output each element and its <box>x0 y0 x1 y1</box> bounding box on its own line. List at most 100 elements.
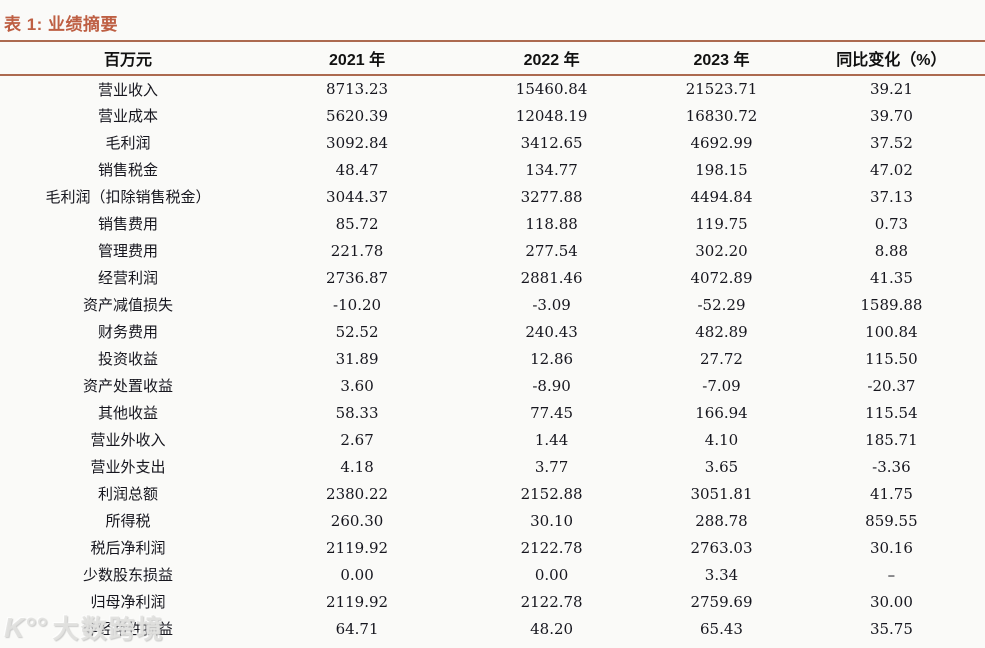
value-2022: 118.88 <box>525 214 578 233</box>
value-2022: 12048.19 <box>515 106 588 125</box>
value-yoy: 185.71 <box>865 430 918 449</box>
value-yoy: -20.37 <box>867 376 916 395</box>
row-label: 投资收益 <box>98 350 159 368</box>
value-2022: 12.86 <box>530 349 574 368</box>
value-2022: 3412.65 <box>520 133 583 152</box>
value-yoy: – <box>887 565 896 584</box>
value-2021: -10.20 <box>333 295 382 314</box>
value-2023: -7.09 <box>702 376 741 395</box>
value-2023: 198.15 <box>695 160 748 179</box>
table-row: 其他收益 58.33 77.45 166.94 115.54 <box>0 399 985 426</box>
value-2023: 3051.81 <box>690 484 753 503</box>
row-label: 销售费用 <box>98 215 159 233</box>
row-label: 毛利润 <box>105 134 151 152</box>
value-2023: 3.65 <box>704 457 739 476</box>
row-label: 少数股东损益 <box>83 566 174 584</box>
row-label: 所得税 <box>105 512 151 530</box>
value-2022: 0.00 <box>534 565 569 584</box>
value-yoy: 30.00 <box>869 592 913 611</box>
value-2023: -52.29 <box>697 295 746 314</box>
value-2022: 2881.46 <box>520 268 583 287</box>
value-yoy: 30.16 <box>869 538 913 557</box>
value-2023: 3.34 <box>704 565 739 584</box>
row-label: 归母净利润 <box>90 593 166 611</box>
value-yoy: 0.73 <box>874 214 909 233</box>
value-2021: 3044.37 <box>326 187 389 206</box>
value-yoy: 37.52 <box>869 133 913 152</box>
value-yoy: 39.70 <box>869 106 913 125</box>
table-row: 营业成本 5620.39 12048.19 16830.72 39.70 <box>0 102 985 129</box>
table-row: 销售税金 48.47 134.77 198.15 47.02 <box>0 156 985 183</box>
value-yoy: 100.84 <box>865 322 918 341</box>
table-row: 非经常性损益 64.71 48.20 65.43 35.75 <box>0 615 985 642</box>
value-2021: 64.71 <box>335 619 379 638</box>
table-row: 毛利润 3092.84 3412.65 4692.99 37.52 <box>0 129 985 156</box>
value-2023: 2759.69 <box>690 592 753 611</box>
value-2023: 4692.99 <box>690 133 753 152</box>
table-body: 营业收入 8713.23 15460.84 21523.71 39.21 营业成… <box>0 75 985 642</box>
value-2022: 3277.88 <box>520 187 583 206</box>
value-2023: 288.78 <box>695 511 748 530</box>
value-2022: 2122.78 <box>520 538 583 557</box>
value-yoy: 8.88 <box>874 241 909 260</box>
value-2022: 15460.84 <box>515 80 588 98</box>
value-2021: 3.60 <box>340 376 374 395</box>
header-row: 百万元 2021 年 2022 年 2023 年 同比变化（%） <box>0 42 985 76</box>
value-2021: 58.33 <box>335 403 379 422</box>
value-2021: 260.30 <box>330 511 384 530</box>
value-2021: 2736.87 <box>326 268 389 287</box>
table-row: 少数股东损益 0.00 0.00 3.34 – <box>0 561 985 588</box>
value-2022: 2152.88 <box>520 484 583 503</box>
table-row: 营业收入 8713.23 15460.84 21523.71 39.21 <box>0 75 985 102</box>
table-row: 利润总额 2380.22 2152.88 3051.81 41.75 <box>0 480 985 507</box>
value-2021: 2119.92 <box>326 592 389 611</box>
value-2022: 240.43 <box>525 322 578 341</box>
row-label: 其他收益 <box>98 404 159 422</box>
value-2023: 482.89 <box>695 322 748 341</box>
value-2022: 48.20 <box>530 619 574 638</box>
table-row: 毛利润（扣除销售税金） 3044.37 3277.88 4494.84 37.1… <box>0 183 985 210</box>
col-header-2023: 2023 年 <box>645 42 798 76</box>
table-row: 财务费用 52.52 240.43 482.89 100.84 <box>0 318 985 345</box>
value-2021: 2.67 <box>340 430 374 449</box>
value-yoy: 41.75 <box>869 484 913 503</box>
value-yoy: 115.54 <box>865 403 918 422</box>
value-2023: 27.72 <box>700 349 743 368</box>
table-row: 资产处置收益 3.60 -8.90 -7.09 -20.37 <box>0 372 985 399</box>
table-row: 销售费用 85.72 118.88 119.75 0.73 <box>0 210 985 237</box>
value-2021: 4.18 <box>340 457 374 476</box>
value-2022: 77.45 <box>530 403 574 422</box>
value-2022: 277.54 <box>525 241 578 260</box>
value-yoy: -3.36 <box>872 457 911 476</box>
value-2021: 52.52 <box>335 322 379 341</box>
col-header-yoy: 同比变化（%） <box>797 42 985 76</box>
value-2021: 2119.92 <box>326 538 389 557</box>
value-2023: 302.20 <box>695 241 748 260</box>
row-label: 经营利润 <box>98 269 159 287</box>
table-row: 所得税 260.30 30.10 288.78 859.55 <box>0 507 985 534</box>
row-label: 税后净利润 <box>90 539 166 557</box>
value-2022: -3.09 <box>532 295 571 314</box>
row-label: 管理费用 <box>98 242 159 260</box>
value-2023: 65.43 <box>700 619 743 638</box>
table-row: 营业外收入 2.67 1.44 4.10 185.71 <box>0 426 985 453</box>
row-label: 资产处置收益 <box>83 377 174 395</box>
table-row: 营业外支出 4.18 3.77 3.65 -3.36 <box>0 453 985 480</box>
value-2023: 2763.03 <box>690 538 753 557</box>
value-2022: 134.77 <box>525 160 578 179</box>
col-header-2022: 2022 年 <box>458 42 646 76</box>
row-label: 资产减值损失 <box>83 296 174 314</box>
col-header-2021: 2021 年 <box>256 42 459 76</box>
value-2023: 21523.71 <box>685 80 758 98</box>
title-rule <box>0 40 985 42</box>
table-row: 管理费用 221.78 277.54 302.20 8.88 <box>0 237 985 264</box>
value-2022: 1.44 <box>534 430 569 449</box>
value-2021: 31.89 <box>335 349 379 368</box>
row-label: 利润总额 <box>98 485 159 503</box>
value-yoy: 37.13 <box>869 187 913 206</box>
value-yoy: 1589.88 <box>860 295 923 314</box>
row-label: 营业外收入 <box>90 431 166 449</box>
row-label: 销售税金 <box>98 161 159 179</box>
value-yoy: 115.50 <box>865 349 918 368</box>
